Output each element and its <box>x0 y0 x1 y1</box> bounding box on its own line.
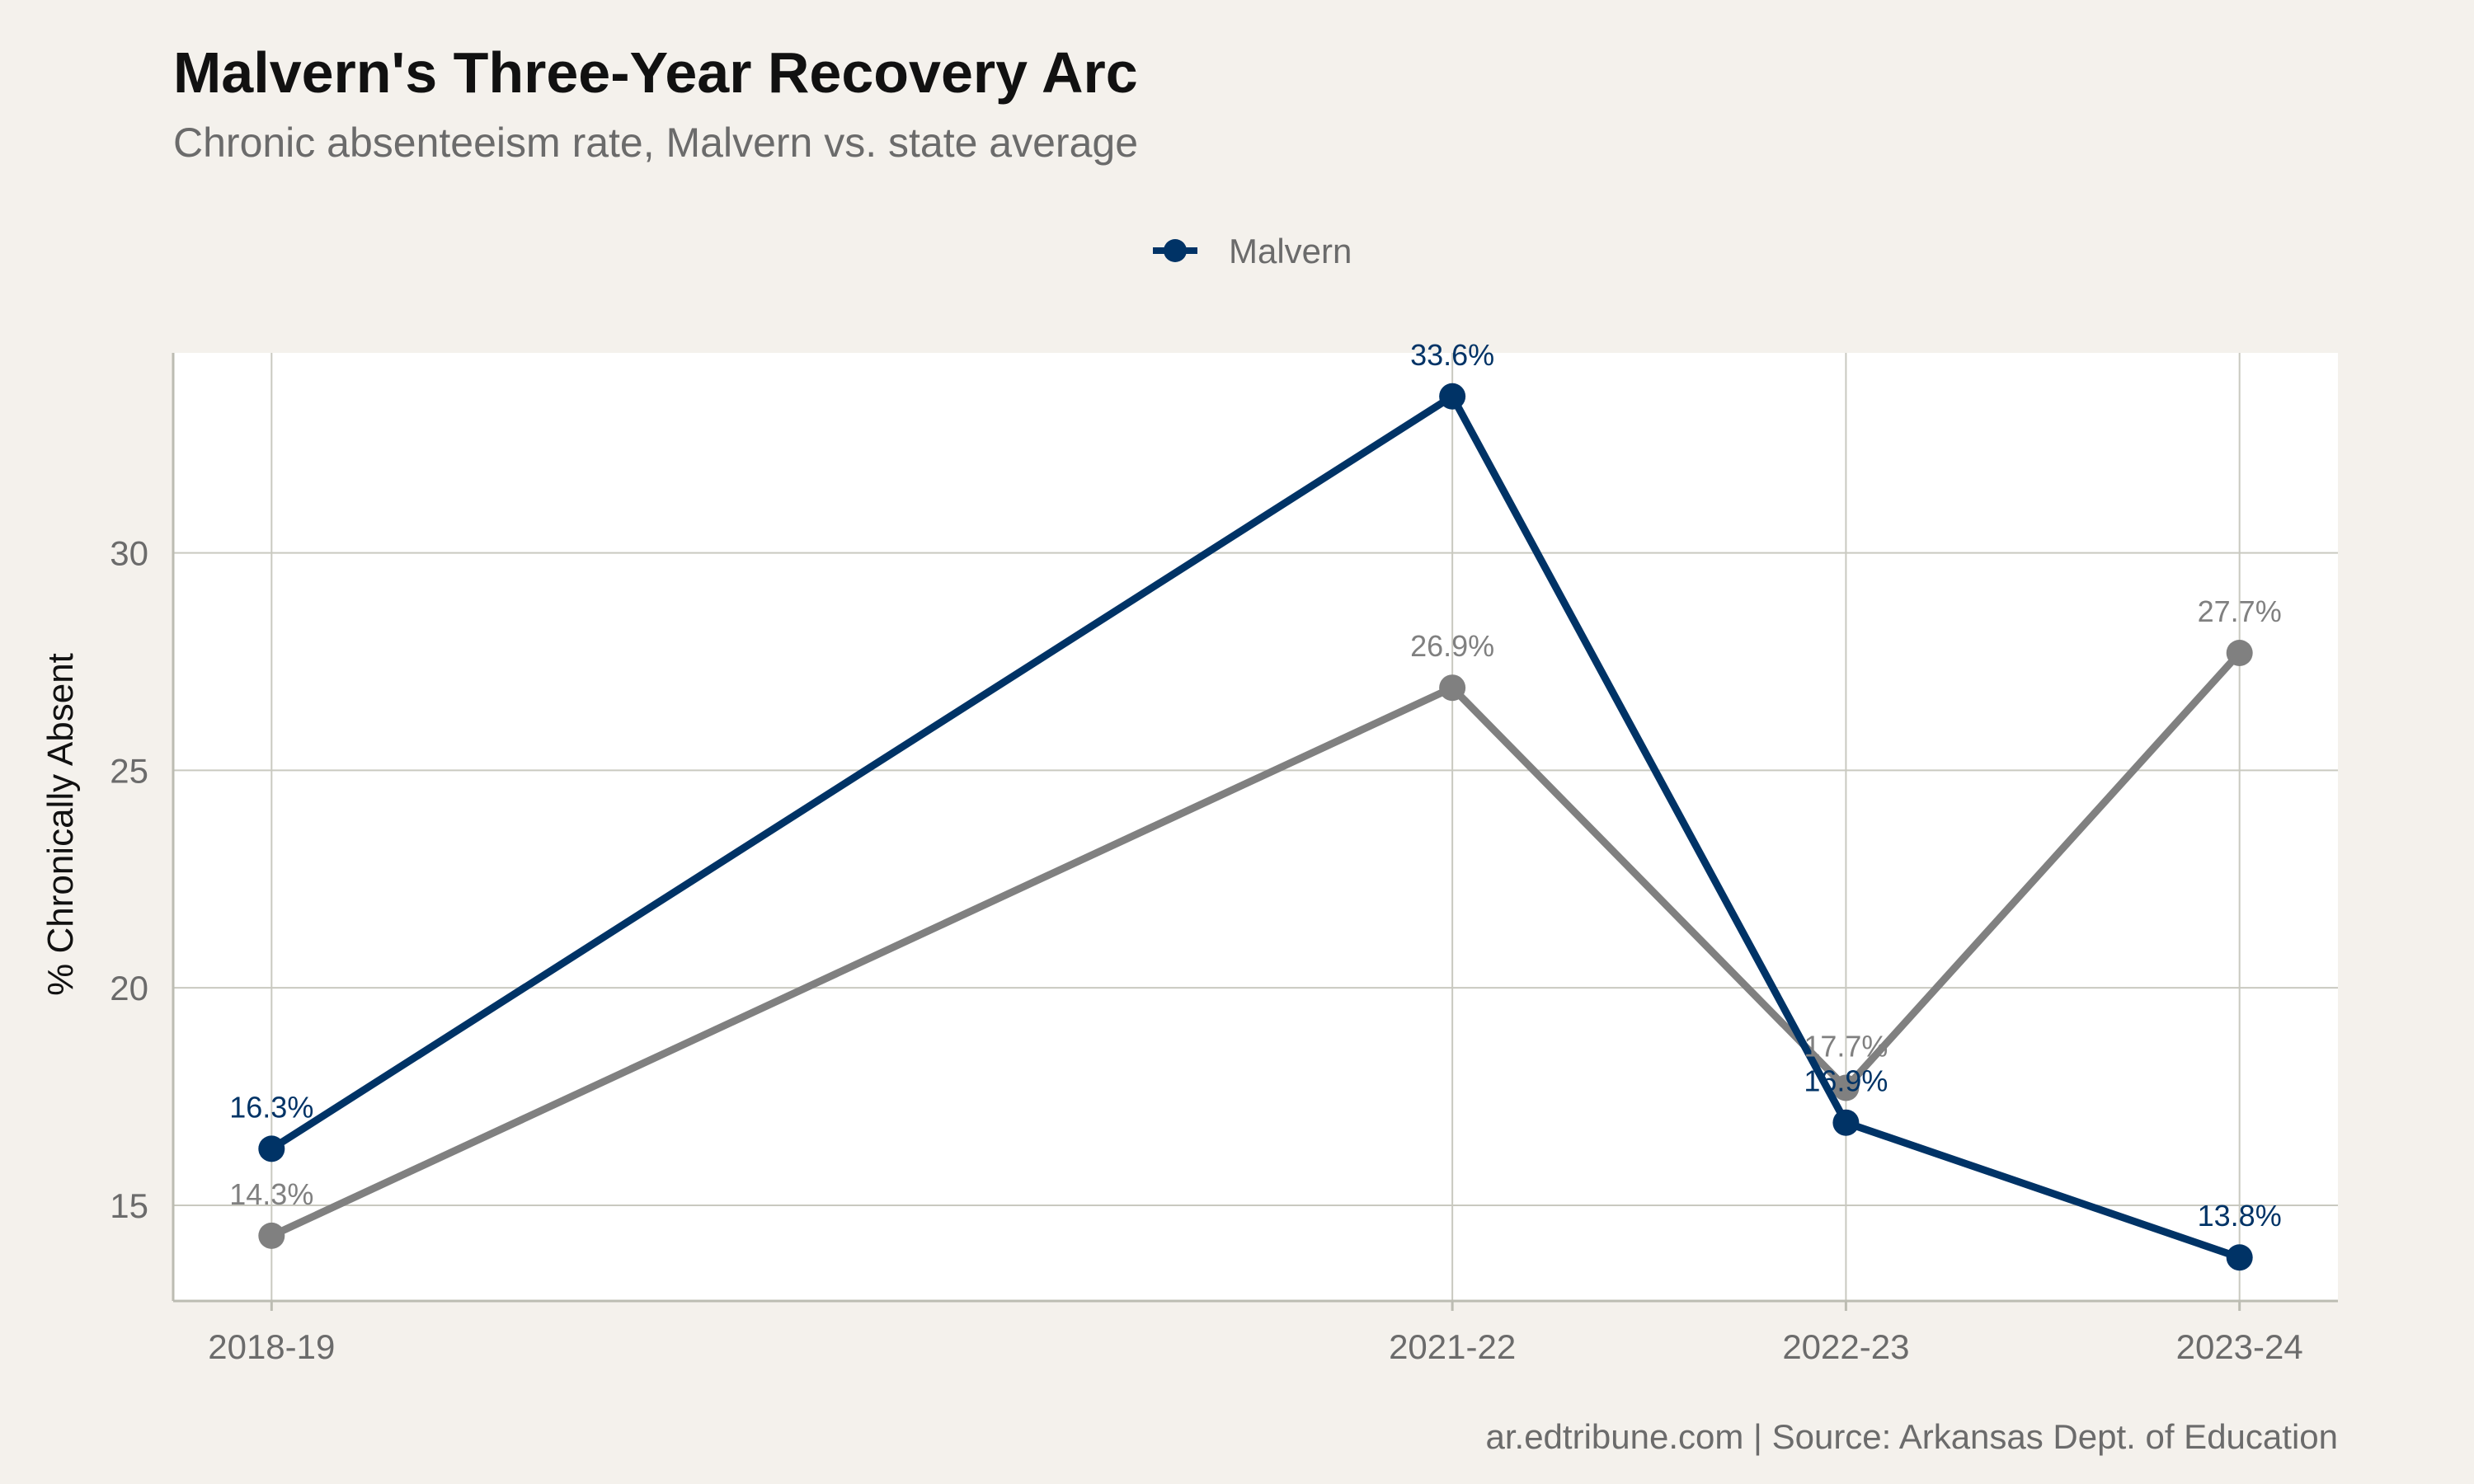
data-label-malvern: 16.9% <box>1804 1064 1888 1098</box>
data-label-comparison: 26.9% <box>1410 629 1494 663</box>
legend-swatch-point <box>1164 239 1187 262</box>
series-line-comparison <box>267 649 2244 1240</box>
plot-panel <box>173 353 2338 1301</box>
y-tick-label: 20 <box>110 969 148 1007</box>
data-point-comparison <box>1439 674 1466 702</box>
x-tick-labels: 2018-19 2021-22 2022-23 2023-24 <box>208 1301 2303 1366</box>
legend-label-malvern: Malvern <box>1229 232 1352 270</box>
chart-subtitle: Chronic absenteeism rate, Malvern vs. st… <box>173 120 1138 166</box>
data-label-comparison: 17.7% <box>1804 1030 1888 1064</box>
x-tick-label: 2021-22 <box>1389 1327 1516 1366</box>
data-point-comparison <box>2226 639 2253 666</box>
chart-title: Malvern's Three-Year Recovery Arc <box>173 40 1138 105</box>
horizontal-gridlines <box>173 552 2338 1206</box>
data-label-malvern: 16.3% <box>229 1090 313 1124</box>
x-tick-label: 2023-24 <box>2176 1327 2303 1366</box>
y-tick-labels: 15 20 25 30 <box>110 534 148 1225</box>
y-tick-label: 25 <box>110 751 148 790</box>
data-point-malvern <box>1832 1109 1860 1136</box>
data-point-malvern <box>258 1135 285 1162</box>
data-label-malvern: 13.8% <box>2198 1199 2282 1233</box>
data-point-comparison <box>1832 1074 1860 1101</box>
y-tick-label: 30 <box>110 534 148 573</box>
data-label-malvern: 33.6% <box>1410 338 1494 372</box>
series-layer <box>258 383 2253 1271</box>
chart-caption: ar.edtribune.com | Source: Arkansas Dept… <box>1486 1417 2339 1456</box>
series-line-malvern <box>267 392 2244 1261</box>
data-labels: 14.3% 26.9% 17.7% 27.7% 16.3% 33.6% 16.9% 13.8% <box>229 338 2281 1233</box>
x-tick-label: 2022-23 <box>1782 1327 1909 1366</box>
x-tick-label: 2018-19 <box>208 1327 335 1366</box>
data-point-malvern <box>1439 383 1466 410</box>
data-point-malvern <box>2226 1244 2253 1271</box>
y-axis-title: % Chronically Absent <box>40 653 81 996</box>
data-label-comparison: 14.3% <box>229 1177 313 1211</box>
y-tick-label: 15 <box>110 1186 148 1225</box>
data-label-comparison: 27.7% <box>2198 594 2282 628</box>
legend: Malvern <box>1153 232 1352 270</box>
data-point-comparison <box>258 1222 285 1249</box>
